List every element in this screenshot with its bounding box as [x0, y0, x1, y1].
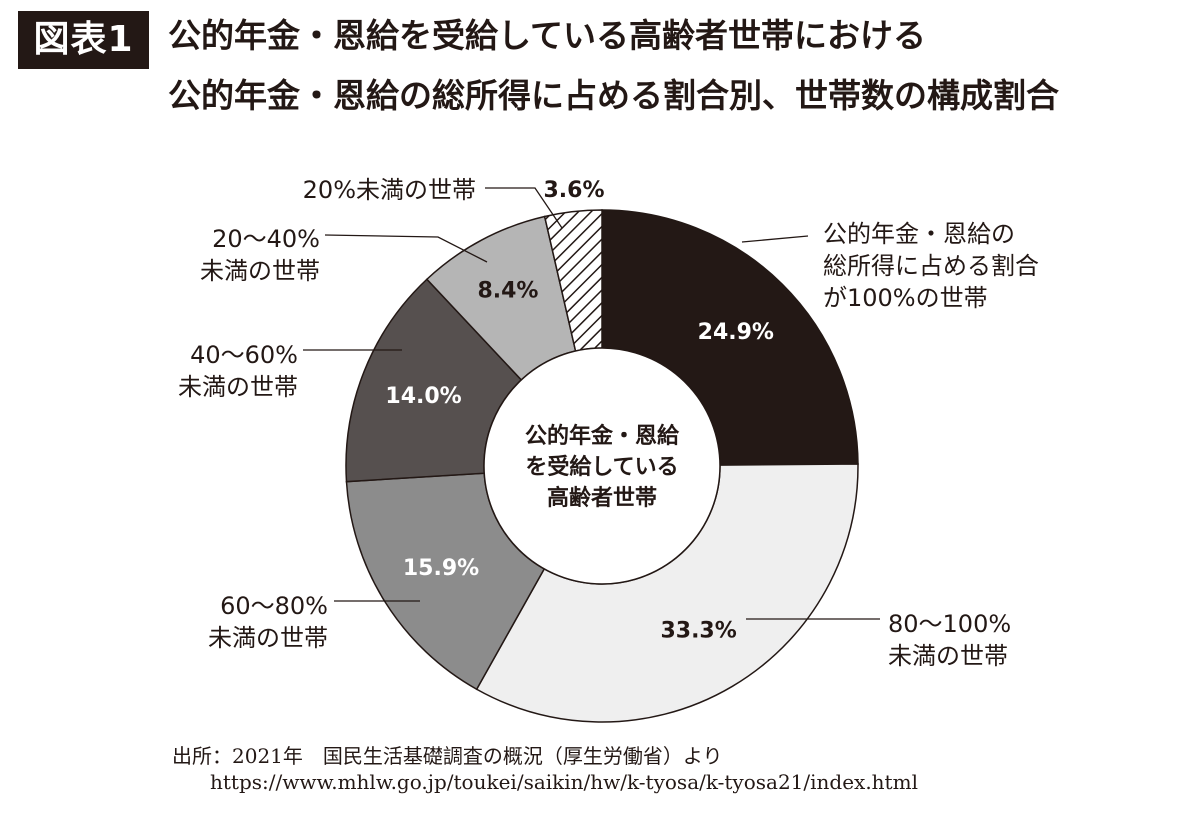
center-label-line-1: 公的年金・恩給	[525, 423, 680, 449]
slice-value-label-0: 24.9%	[698, 320, 774, 345]
slice-category-label-5: 20%未満の世帯	[303, 176, 476, 204]
slice-value-labels: 24.9% 33.3% 15.9% 14.0% 8.4% 3.6%	[385, 178, 774, 644]
figure-label: 図表1	[18, 11, 149, 69]
slice-value-label-1: 33.3%	[660, 619, 736, 644]
leader-line-4	[324, 234, 488, 263]
chart-title-line-1: 公的年金・恩給を受給している高齢者世帯における	[168, 16, 927, 55]
slice-value-label-5: 3.6%	[543, 178, 604, 203]
slice-category-label-0: 公的年金・恩給の総所得に占める割合が100%の世帯	[823, 220, 1039, 312]
chart-title-line-2: 公的年金・恩給の総所得に占める割合別、世帯数の構成割合	[168, 76, 1059, 115]
pie-slices	[345, 209, 859, 723]
slice-category-label-2: 60〜80%未満の世帯	[208, 592, 328, 652]
center-label-line-2: を受給している	[525, 454, 678, 480]
slice-category-labels: 公的年金・恩給の総所得に占める割合が100%の世帯 80〜100%未満の世帯 60〜…	[178, 176, 1039, 670]
center-label-line-3: 高齢者世帯	[547, 485, 657, 511]
slice-category-label-4: 20〜40%未満の世帯	[200, 225, 320, 285]
slice-value-label-4: 8.4%	[477, 278, 538, 303]
slice-category-label-3: 40〜60%未満の世帯	[178, 341, 298, 401]
slice-value-label-3: 14.0%	[385, 384, 461, 409]
center-label: 公的年金・恩給 を受給している 高齢者世帯	[525, 423, 680, 511]
leader-lines	[303, 187, 880, 620]
slice-value-label-2: 15.9%	[403, 556, 479, 581]
slice-category-label-1: 80〜100%未満の世帯	[888, 610, 1011, 670]
source-note-line-1: 出所：2021年 国民生活基礎調査の概況（厚生労働省）より	[172, 744, 723, 768]
donut-hole	[483, 347, 721, 585]
leader-line-0	[741, 235, 809, 243]
source-url: https://www.mhlw.go.jp/toukei/saikin/hw/…	[210, 770, 918, 794]
leader-line-5	[485, 187, 563, 229]
